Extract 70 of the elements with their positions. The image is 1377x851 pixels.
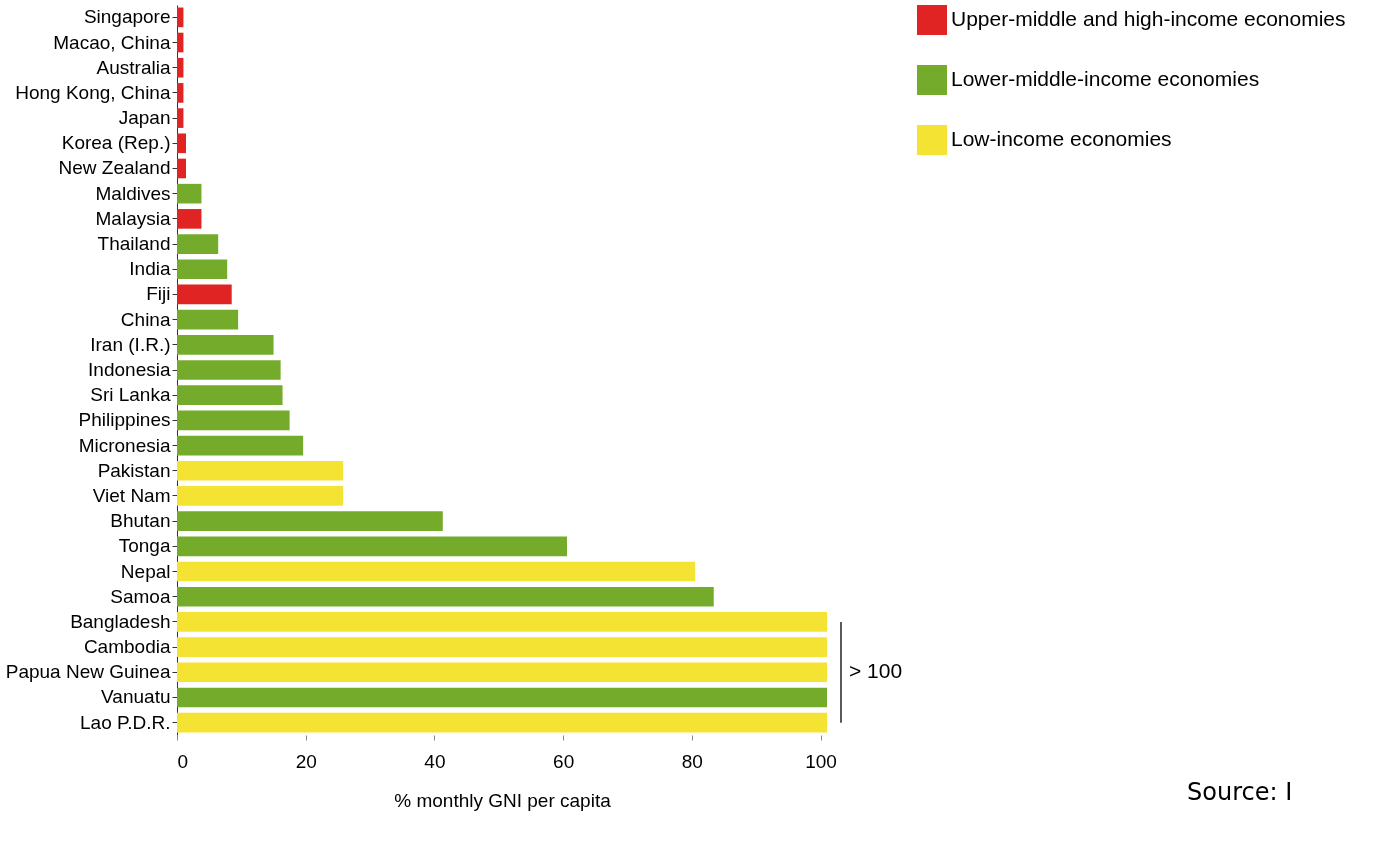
x-tick-label: 0 xyxy=(177,750,189,772)
y-tick-label: Philippines xyxy=(78,409,171,431)
bar xyxy=(177,83,184,103)
legend-label: Upper-middle and high-income economies xyxy=(951,7,1346,30)
y-tick-label: Japan xyxy=(118,107,171,129)
y-tick-label: Pakistan xyxy=(97,459,171,481)
y-tick-label: China xyxy=(120,308,171,330)
y-tick-label: Australia xyxy=(96,56,171,78)
bar xyxy=(177,57,184,78)
y-tick-label: India xyxy=(129,258,171,280)
y-tick-label: Bhutan xyxy=(110,510,171,532)
y-tick-label: Indonesia xyxy=(88,359,171,380)
y-tick-label: Maldives xyxy=(95,182,171,204)
bar xyxy=(177,108,184,128)
y-tick-label: Bangladesh xyxy=(70,610,171,632)
y-tick-label: Papua New Guinea xyxy=(5,661,171,683)
bar xyxy=(177,385,283,406)
y-tick-label: Sri Lanka xyxy=(90,384,171,406)
annotation: > 100 xyxy=(849,659,903,683)
bar xyxy=(177,360,281,380)
bar xyxy=(177,460,344,481)
x-tick-label: 80 xyxy=(681,750,703,772)
bar xyxy=(177,435,304,456)
x-axis-title: % monthly GNI per capita xyxy=(394,789,612,811)
y-tick-label: Lao P.D.R. xyxy=(80,711,171,733)
bar xyxy=(177,209,202,229)
y-tick-label: Fiji xyxy=(146,283,171,305)
bar xyxy=(177,712,827,733)
bar xyxy=(177,183,202,204)
y-tick-label: Vanuatu xyxy=(101,686,171,708)
y-tick-label: Singapore xyxy=(83,6,171,28)
legend-label: Low-income economies xyxy=(951,127,1172,150)
bar xyxy=(177,511,443,531)
x-tick-label: 20 xyxy=(295,750,317,772)
y-tick-label: Malaysia xyxy=(95,207,171,229)
bar xyxy=(177,309,239,330)
y-tick-label: Thailand xyxy=(97,233,171,255)
bar xyxy=(177,637,827,657)
bar xyxy=(177,334,274,355)
bar xyxy=(177,410,290,431)
bar xyxy=(177,687,827,708)
bar xyxy=(177,612,827,632)
bar xyxy=(177,284,232,305)
bar xyxy=(177,536,567,557)
bar xyxy=(177,133,187,154)
y-tick-label: Micronesia xyxy=(78,434,171,456)
bar xyxy=(177,158,187,179)
y-tick-label: Tonga xyxy=(118,535,171,557)
bar xyxy=(177,234,219,254)
bar xyxy=(177,486,344,506)
y-tick-label: Cambodia xyxy=(83,636,171,658)
bar xyxy=(177,259,228,280)
y-tick-label: Viet Nam xyxy=(92,484,171,506)
bar xyxy=(177,7,184,28)
legend-label: Lower-middle-income economies xyxy=(951,67,1260,90)
y-tick-label: New Zealand xyxy=(58,157,171,179)
y-tick-label: Samoa xyxy=(110,585,171,607)
y-tick-label: Iran (I.R.) xyxy=(90,333,171,355)
bar xyxy=(177,32,184,53)
y-tick-label: Macao, China xyxy=(53,31,171,53)
y-tick-label: Korea (Rep.) xyxy=(61,132,171,154)
y-tick-label: Hong Kong, China xyxy=(15,81,171,103)
bar xyxy=(177,662,827,683)
bar xyxy=(177,561,696,582)
x-tick-label: 40 xyxy=(424,750,446,772)
x-tick-label: 60 xyxy=(553,750,575,772)
source-note: Source: I xyxy=(1187,778,1293,806)
bar xyxy=(177,586,714,607)
x-tick-label: 100 xyxy=(805,750,837,772)
y-tick-label: Nepal xyxy=(120,560,171,582)
